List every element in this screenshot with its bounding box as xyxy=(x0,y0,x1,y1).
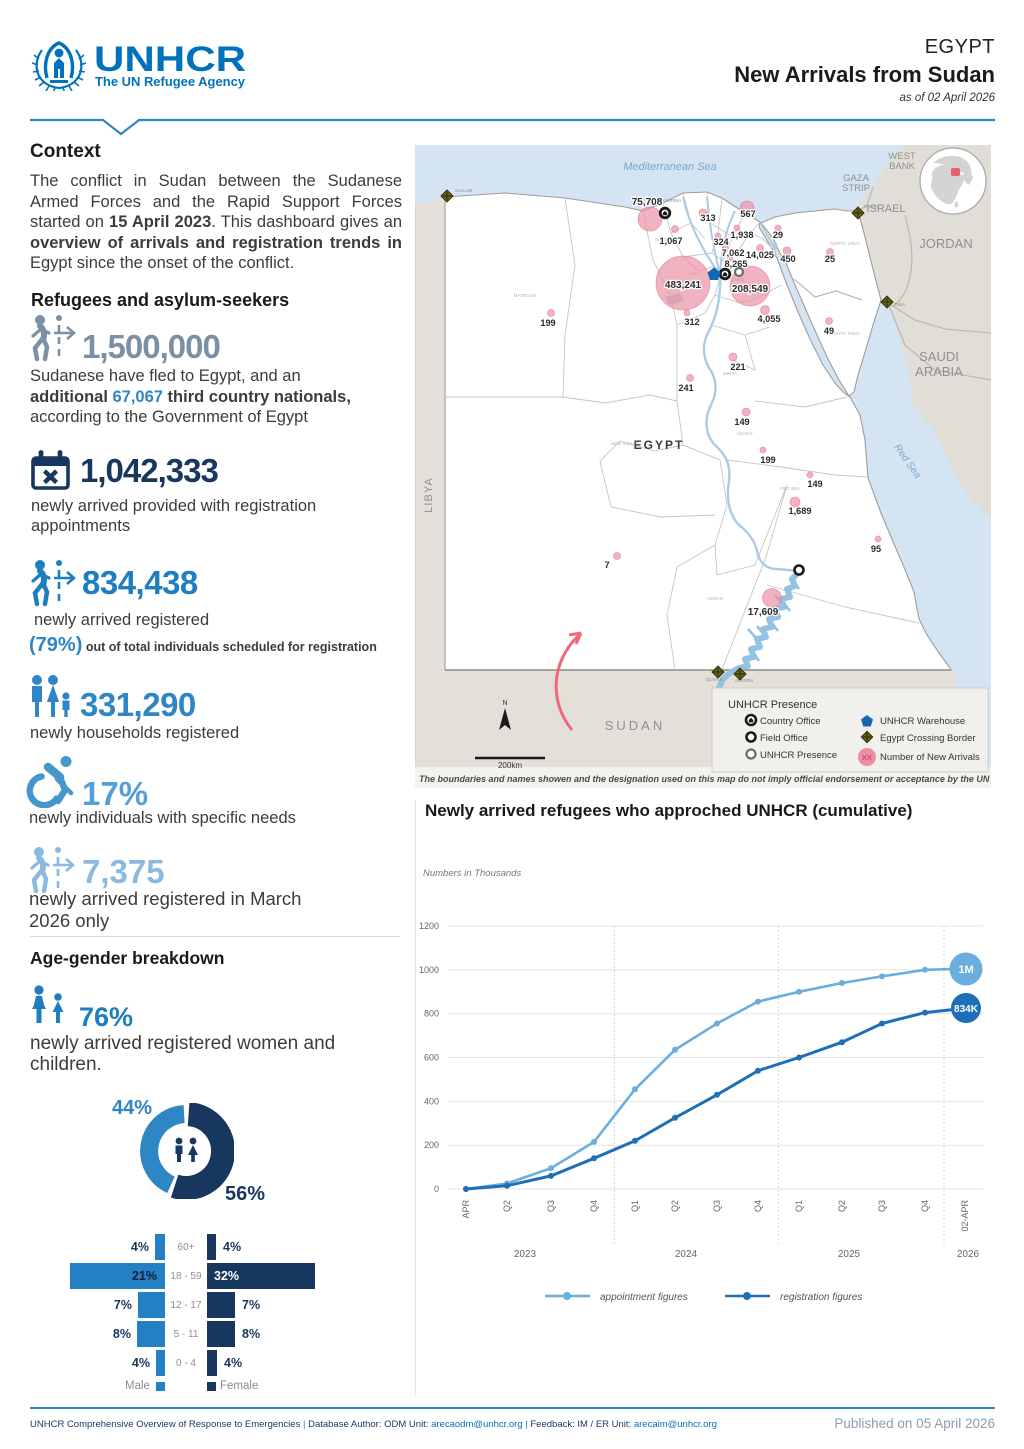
svg-text:RED SEA: RED SEA xyxy=(780,486,800,491)
svg-text:Q4: Q4 xyxy=(753,1200,763,1212)
svg-text:The UN Refugee Agency: The UN Refugee Agency xyxy=(95,74,246,89)
svg-text:2025: 2025 xyxy=(838,1249,861,1260)
svg-text:149: 149 xyxy=(734,417,749,427)
svg-text:483,241: 483,241 xyxy=(665,280,702,291)
svg-text:450: 450 xyxy=(780,254,795,264)
svg-text:MINYA: MINYA xyxy=(723,371,737,376)
svg-text:UNHCR Presence: UNHCR Presence xyxy=(728,699,817,711)
svg-text:MATROUH: MATROUH xyxy=(514,293,536,298)
svg-text:1,689: 1,689 xyxy=(789,506,812,516)
svg-text:UNHCR Warehouse: UNHCR Warehouse xyxy=(880,716,965,727)
svg-text:149: 149 xyxy=(807,479,822,489)
svg-text:Q3: Q3 xyxy=(546,1200,556,1212)
svg-text:ALEXANDRIA: ALEXANDRIA xyxy=(654,198,681,203)
svg-text:N: N xyxy=(502,700,507,707)
svg-text:324: 324 xyxy=(713,237,729,247)
svg-text:The boundaries and names showe: The boundaries and names showen and the … xyxy=(419,774,990,784)
svg-text:Q2: Q2 xyxy=(837,1200,847,1212)
svg-text:ARGEEN: ARGEEN xyxy=(735,678,753,683)
svg-text:7: 7 xyxy=(604,560,609,570)
svg-text:02-APR: 02-APR xyxy=(960,1200,970,1232)
svg-text:RAFAH: RAFAH xyxy=(864,204,878,209)
svg-text:Q1: Q1 xyxy=(794,1200,804,1212)
svg-text:XX: XX xyxy=(862,753,872,762)
svg-text:14,025: 14,025 xyxy=(746,250,774,260)
svg-text:Q2: Q2 xyxy=(670,1200,680,1212)
svg-text:ISRAEL: ISRAEL xyxy=(866,203,905,215)
svg-text:221: 221 xyxy=(730,362,745,372)
svg-text:1000: 1000 xyxy=(419,965,439,975)
svg-text:registration figures: registration figures xyxy=(780,1292,862,1303)
svg-text:600: 600 xyxy=(424,1053,439,1063)
svg-text:SUDAN: SUDAN xyxy=(605,718,666,733)
svg-text:appointment figures: appointment figures xyxy=(600,1292,688,1303)
svg-text:567: 567 xyxy=(740,209,755,219)
svg-text:0: 0 xyxy=(434,1184,439,1194)
svg-text:95: 95 xyxy=(871,544,881,554)
svg-text:Q3: Q3 xyxy=(877,1200,887,1212)
svg-text:QUSTUL: QUSTUL xyxy=(706,677,724,682)
svg-text:APR: APR xyxy=(461,1200,471,1219)
svg-text:SALLUM: SALLUM xyxy=(455,188,473,193)
svg-text:WEST: WEST xyxy=(888,151,916,162)
svg-text:Q4: Q4 xyxy=(920,1200,930,1212)
svg-text:49: 49 xyxy=(824,326,834,336)
svg-text:UNHCR Presence: UNHCR Presence xyxy=(760,750,837,761)
svg-text:LIBYA: LIBYA xyxy=(423,477,435,512)
svg-text:312: 312 xyxy=(684,317,699,327)
svg-text:17,609: 17,609 xyxy=(748,607,779,618)
svg-text:241: 241 xyxy=(678,383,693,393)
svg-text:Mediterranean Sea: Mediterranean Sea xyxy=(623,161,717,173)
svg-text:Q1: Q1 xyxy=(630,1200,640,1212)
svg-text:208,549: 208,549 xyxy=(732,284,769,295)
svg-text:Country Office: Country Office xyxy=(760,716,821,727)
svg-text:TABA: TABA xyxy=(894,302,905,307)
svg-text:1M: 1M xyxy=(958,964,973,976)
svg-text:NEW VALLEY: NEW VALLEY xyxy=(611,441,639,446)
svg-text:UNHCR: UNHCR xyxy=(94,40,246,79)
svg-text:1,067: 1,067 xyxy=(660,236,683,246)
svg-text:200: 200 xyxy=(424,1140,439,1150)
svg-text:GAZA: GAZA xyxy=(843,173,870,184)
svg-text:4,055: 4,055 xyxy=(758,314,781,324)
svg-text:313: 313 xyxy=(700,213,715,223)
svg-text:8,265: 8,265 xyxy=(725,259,748,269)
svg-text:ASWAN: ASWAN xyxy=(707,596,723,601)
svg-text:75,708: 75,708 xyxy=(632,197,663,208)
svg-text:200km: 200km xyxy=(498,761,522,770)
svg-text:400: 400 xyxy=(424,1096,439,1106)
svg-text:1200: 1200 xyxy=(419,921,439,931)
svg-text:STRIP: STRIP xyxy=(842,183,870,194)
svg-text:SAUDI: SAUDI xyxy=(919,349,959,364)
svg-text:SOUTH SINAI: SOUTH SINAI xyxy=(831,331,860,336)
svg-text:1,938: 1,938 xyxy=(731,230,754,240)
svg-text:Egypt Crossing Border: Egypt Crossing Border xyxy=(880,733,976,744)
svg-text:BANK: BANK xyxy=(889,161,916,172)
svg-text:834K: 834K xyxy=(954,1004,979,1015)
svg-text:2024: 2024 xyxy=(675,1249,698,1260)
svg-text:ASSIUT: ASSIUT xyxy=(737,431,754,436)
svg-text:NORTH SINAI: NORTH SINAI xyxy=(831,241,860,246)
svg-text:Number of New Arrivals: Number of New Arrivals xyxy=(880,752,980,763)
svg-text:7,062: 7,062 xyxy=(722,248,745,258)
svg-text:Q4: Q4 xyxy=(589,1200,599,1212)
svg-text:199: 199 xyxy=(760,455,775,465)
svg-text:199: 199 xyxy=(540,318,555,328)
svg-text:JORDAN: JORDAN xyxy=(919,236,972,251)
svg-text:2023: 2023 xyxy=(514,1249,537,1260)
svg-text:29: 29 xyxy=(773,230,783,240)
svg-text:2026: 2026 xyxy=(957,1249,980,1260)
svg-text:Numbers in Thousands: Numbers in Thousands xyxy=(423,868,521,879)
svg-text:BEHEIRA: BEHEIRA xyxy=(655,237,675,242)
svg-text:ARABIA: ARABIA xyxy=(915,364,963,379)
svg-text:EGYPT: EGYPT xyxy=(634,438,685,452)
svg-text:Q3: Q3 xyxy=(712,1200,722,1212)
svg-text:Field Office: Field Office xyxy=(760,733,808,744)
svg-text:25: 25 xyxy=(825,254,835,264)
svg-text:Q2: Q2 xyxy=(502,1200,512,1212)
svg-text:800: 800 xyxy=(424,1009,439,1019)
